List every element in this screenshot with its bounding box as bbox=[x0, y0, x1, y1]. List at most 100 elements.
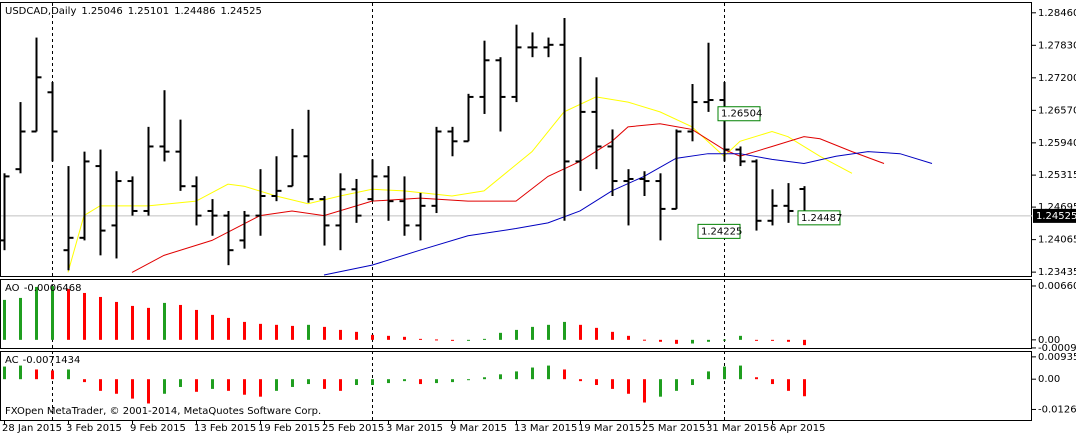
histogram-bar bbox=[163, 379, 166, 394]
panel-value: -0.0071434 bbox=[23, 355, 81, 366]
histogram-bar bbox=[723, 339, 726, 341]
histogram-bar bbox=[451, 379, 454, 383]
histogram-bar bbox=[739, 365, 742, 380]
ao-panel bbox=[0, 279, 1032, 349]
histogram-bar bbox=[323, 326, 326, 340]
histogram-bar bbox=[627, 379, 630, 394]
indicator-line bbox=[323, 151, 933, 276]
histogram-bar bbox=[403, 379, 406, 382]
histogram-bar bbox=[675, 379, 678, 391]
histogram-bar bbox=[355, 331, 358, 340]
histogram-bar bbox=[771, 379, 774, 385]
histogram-bar bbox=[563, 369, 566, 380]
y-tick-label: 0.006607 bbox=[1038, 281, 1076, 292]
histogram-bar bbox=[579, 379, 582, 382]
histogram-bar bbox=[99, 296, 102, 340]
x-tick-label: 31 Mar 2015 bbox=[706, 423, 769, 434]
histogram-bar bbox=[259, 379, 262, 397]
histogram-bar bbox=[627, 335, 630, 340]
histogram-bar bbox=[467, 379, 470, 381]
histogram-bar bbox=[83, 379, 86, 383]
histogram-bar bbox=[739, 335, 742, 340]
y-tick-label: -0.012681 bbox=[1038, 404, 1076, 415]
price-label: 1.26504 bbox=[721, 109, 762, 120]
indicator-line bbox=[67, 96, 853, 273]
y-tick-label: 0.00 bbox=[1038, 374, 1060, 385]
histogram-bar bbox=[259, 323, 262, 340]
histogram-bar bbox=[291, 379, 294, 387]
histogram-bar bbox=[659, 379, 662, 397]
histogram-bar bbox=[147, 379, 150, 404]
x-tick-label: 9 Mar 2015 bbox=[450, 423, 507, 434]
histogram-bar bbox=[371, 334, 374, 340]
y-tick-label: 1.25315 bbox=[1038, 170, 1076, 181]
histogram-bar bbox=[419, 338, 422, 340]
chart-header: USDCAD,Daily 1.25046 1.25101 1.24486 1.24525 bbox=[5, 6, 262, 17]
histogram-bar bbox=[147, 307, 150, 340]
histogram-bar bbox=[579, 324, 582, 340]
histogram-bar bbox=[339, 329, 342, 340]
histogram-bar bbox=[99, 379, 102, 391]
histogram-bar bbox=[499, 374, 502, 380]
panel-title: AO bbox=[5, 283, 20, 294]
x-tick-label: 28 Jan 2015 bbox=[2, 423, 62, 434]
histogram-bar bbox=[3, 366, 6, 380]
histogram-bar bbox=[291, 325, 294, 340]
histogram-bar bbox=[723, 366, 726, 380]
y-tick-label: 1.28460 bbox=[1038, 8, 1076, 19]
histogram-bar bbox=[307, 324, 310, 340]
x-tick-label: 13 Feb 2015 bbox=[194, 423, 256, 434]
histogram-bar bbox=[387, 335, 390, 340]
histogram-bar bbox=[67, 288, 70, 340]
y-tick-label: 1.27830 bbox=[1038, 40, 1076, 51]
histogram-bar bbox=[451, 339, 454, 341]
x-tick-label: 25 Feb 2015 bbox=[322, 423, 384, 434]
histogram-bar bbox=[435, 379, 438, 384]
histogram-bar bbox=[547, 365, 550, 380]
histogram-bar bbox=[483, 338, 486, 340]
header-close: 1.24525 bbox=[220, 6, 261, 17]
main-panel bbox=[0, 2, 1032, 277]
histogram-bar bbox=[211, 379, 214, 389]
histogram-bar bbox=[3, 299, 6, 340]
indicator-line bbox=[131, 123, 885, 273]
price-label-box bbox=[697, 223, 741, 239]
histogram-bar bbox=[195, 309, 198, 340]
histogram-bar bbox=[243, 321, 246, 340]
histogram-bar bbox=[355, 379, 358, 386]
histogram-bar bbox=[19, 297, 22, 340]
histogram-bar bbox=[515, 371, 518, 380]
histogram-bar bbox=[19, 365, 22, 380]
header-low: 1.24486 bbox=[174, 6, 215, 17]
histogram-bar bbox=[51, 370, 54, 380]
histogram-bar bbox=[499, 332, 502, 340]
histogram-bar bbox=[675, 339, 678, 344]
histogram-bar bbox=[227, 379, 230, 391]
panel-header: AC -0.0071434 bbox=[5, 355, 80, 366]
histogram-bar bbox=[771, 339, 774, 341]
histogram-bar bbox=[339, 379, 342, 391]
current-price-label: 1.24525 bbox=[1036, 211, 1076, 222]
histogram-bar bbox=[803, 339, 806, 346]
histogram-bar bbox=[595, 327, 598, 340]
price-label-box bbox=[717, 106, 761, 122]
histogram-bar bbox=[243, 379, 246, 395]
histogram-bar bbox=[115, 301, 118, 340]
price-label: 1.24225 bbox=[701, 226, 742, 237]
histogram-bar bbox=[275, 379, 278, 391]
y-tick-label: 1.23435 bbox=[1038, 267, 1076, 278]
histogram-bar bbox=[707, 371, 710, 380]
y-tick-label: 0.00 bbox=[1038, 335, 1060, 346]
histogram-bar bbox=[467, 339, 470, 341]
panel-title: AC bbox=[5, 355, 19, 366]
histogram-bar bbox=[131, 379, 134, 399]
header-high: 1.25101 bbox=[128, 6, 169, 17]
histogram-bar bbox=[227, 317, 230, 340]
copyright-note: FXOpen MetaTrader, © 2001-2014, MetaQuot… bbox=[5, 406, 321, 417]
histogram-bar bbox=[435, 339, 438, 341]
x-tick-label: 3 Feb 2015 bbox=[66, 423, 122, 434]
histogram-bar bbox=[691, 379, 694, 386]
y-tick-label: 1.24065 bbox=[1038, 235, 1076, 246]
y-tick-label: 1.25940 bbox=[1038, 138, 1076, 149]
